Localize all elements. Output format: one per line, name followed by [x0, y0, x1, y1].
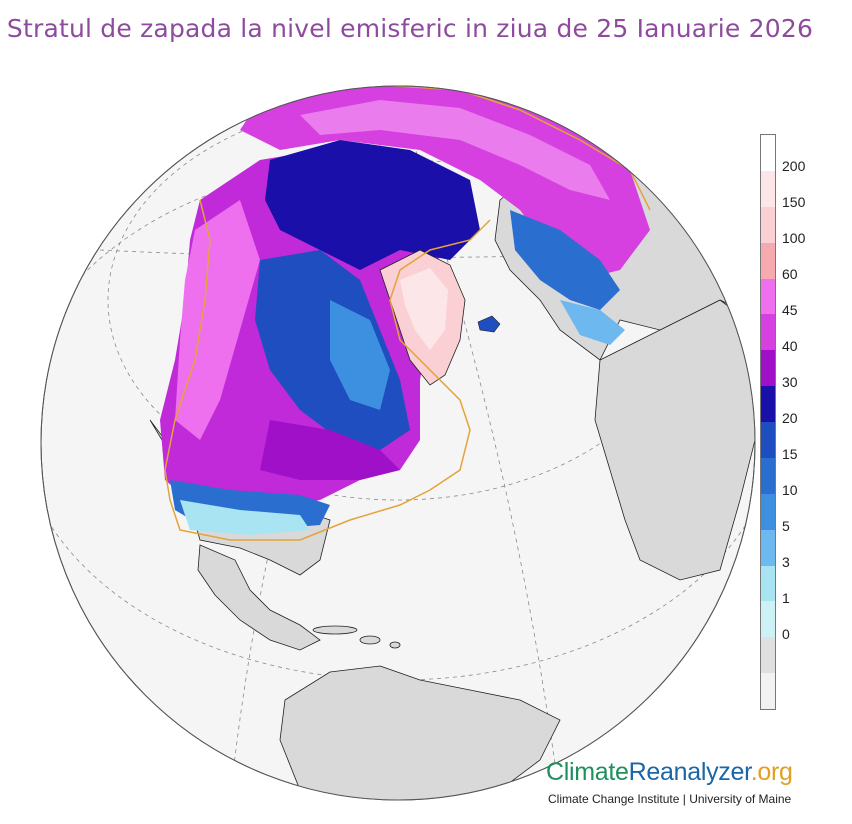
brand-subtitle: Climate Change Institute | University of… [548, 792, 792, 806]
legend-label: 15 [782, 446, 798, 462]
snow-us-light-blue [180, 500, 310, 535]
snow-north-america-pink [175, 200, 260, 440]
brand-part-reanalyzer: Reanalyzer [628, 758, 751, 786]
legend-swatch [761, 601, 775, 638]
legend-swatch [761, 386, 775, 422]
snow-greenland-white [400, 268, 448, 350]
legend-swatch [761, 673, 775, 709]
snow-canada-mid-blue [330, 300, 390, 410]
legend-swatch [761, 565, 775, 602]
snow-iceland [477, 315, 501, 333]
color-legend-bar [760, 134, 776, 710]
landmass-central-america [197, 544, 321, 651]
snow-europe-blue [510, 210, 620, 310]
legend-swatch [761, 422, 775, 458]
legend-label: 45 [782, 302, 798, 318]
legend-swatch [761, 493, 775, 530]
legend-label: 30 [782, 374, 798, 390]
legend-label: 5 [782, 518, 790, 534]
legend-swatch [761, 206, 775, 243]
legend-label: 200 [782, 158, 806, 174]
legend-swatch [761, 350, 775, 387]
map-title: Stratul de zapada la nivel emisferic in … [6, 14, 814, 43]
legend-label: 20 [782, 410, 798, 426]
snow-eurasia-pink [300, 100, 610, 200]
legend-label: 3 [782, 554, 790, 570]
legend-swatch [761, 529, 775, 566]
legend-label: 60 [782, 266, 798, 282]
legend-label: 40 [782, 338, 798, 354]
snow-arctic-deep-blue [265, 140, 480, 270]
legend-swatch [761, 457, 775, 494]
legend-swatch [761, 278, 775, 315]
legend-label: 150 [782, 194, 806, 210]
legend-swatch [761, 242, 775, 279]
snow-europe-lightblue [560, 300, 625, 345]
brand-part-org: .org [750, 758, 793, 786]
brand-logo: ClimateReanalyzer.org [546, 758, 793, 787]
legend-label: 1 [782, 590, 790, 606]
legend-swatch [761, 314, 775, 351]
legend-swatch [761, 637, 775, 674]
snow-great-lakes-purple [260, 420, 400, 480]
caribbean-islands [312, 625, 401, 649]
legend-label: 10 [782, 482, 798, 498]
legend-label: 100 [782, 230, 806, 246]
color-legend-labels: 200 150 100 60 45 40 30 20 15 10 5 3 1 0 [782, 134, 832, 710]
brand-part-climate: Climate [546, 758, 629, 786]
legend-swatch [761, 135, 775, 171]
legend-swatch [761, 170, 775, 207]
legend-label: 0 [782, 626, 790, 642]
